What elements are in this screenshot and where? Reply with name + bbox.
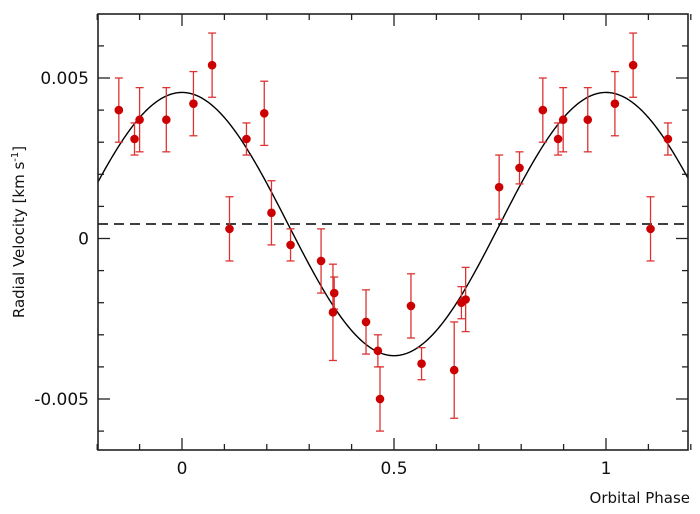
data-point bbox=[130, 134, 139, 144]
data-point bbox=[361, 317, 371, 327]
y-tick-label: -0.005 bbox=[34, 390, 89, 410]
data-point bbox=[553, 134, 563, 144]
model-sine-curve bbox=[98, 91, 688, 357]
data-point bbox=[135, 115, 144, 125]
data-point bbox=[329, 288, 339, 298]
data-point bbox=[646, 224, 655, 234]
y-tick-label: 0 bbox=[78, 230, 89, 250]
y-axis-title-superscript: -1 bbox=[10, 152, 21, 162]
x-axis-title: Orbital Phase bbox=[590, 489, 690, 507]
data-point bbox=[583, 115, 593, 125]
data-point bbox=[558, 115, 568, 125]
data-point bbox=[267, 208, 276, 218]
y-axis-title: Radial Velocity [km s-1] bbox=[10, 146, 28, 318]
data-point bbox=[628, 60, 638, 70]
plot-frame bbox=[97, 13, 689, 451]
data-point bbox=[515, 163, 524, 173]
data-point bbox=[375, 394, 385, 404]
data-point bbox=[461, 295, 470, 304]
data-point bbox=[225, 224, 234, 234]
data-point bbox=[494, 182, 504, 192]
data-point bbox=[259, 109, 269, 118]
data-point bbox=[663, 134, 673, 144]
data-point bbox=[328, 308, 338, 317]
data-point bbox=[417, 359, 426, 368]
axis-ticks bbox=[96, 14, 692, 450]
data-point bbox=[286, 240, 295, 250]
x-tick-label: 0.5 bbox=[380, 459, 407, 479]
data-point bbox=[449, 365, 459, 375]
x-tick-label: 0 bbox=[177, 459, 188, 479]
tick-labels: 0 0.5 1 0.005 0 -0.005 bbox=[34, 69, 611, 479]
data-point bbox=[242, 134, 251, 144]
data-point bbox=[162, 115, 171, 125]
data-point bbox=[406, 301, 416, 311]
data-point bbox=[610, 99, 620, 108]
error-bars bbox=[114, 32, 672, 432]
data-point bbox=[189, 99, 198, 108]
data-point bbox=[316, 256, 326, 266]
y-tick-label: 0.005 bbox=[40, 69, 89, 89]
x-tick-label: 1 bbox=[601, 459, 612, 479]
data-point bbox=[207, 60, 217, 70]
data-point bbox=[373, 346, 383, 356]
data-point bbox=[114, 105, 124, 115]
data-points bbox=[114, 60, 673, 404]
data-point bbox=[538, 105, 548, 115]
